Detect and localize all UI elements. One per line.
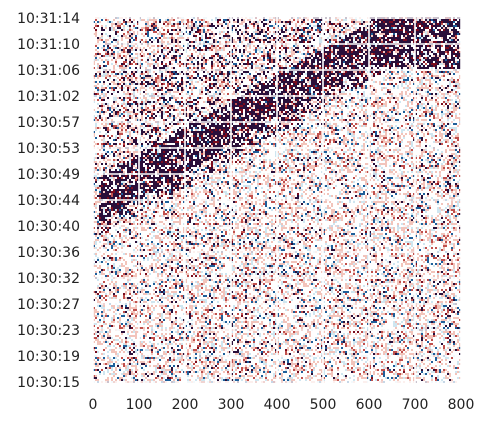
y-tick-label: 10:30:44 [17, 193, 80, 209]
x-tick-label: 300 [218, 397, 245, 413]
y-tick-label: 10:30:40 [17, 219, 80, 235]
x-tick-label: 700 [402, 397, 429, 413]
y-tick-label: 10:31:06 [17, 63, 80, 79]
x-tick-label: 100 [126, 397, 153, 413]
x-tick-label: 200 [172, 397, 199, 413]
x-tick-label: 400 [264, 397, 291, 413]
y-tick-label: 10:30:27 [17, 297, 80, 313]
x-axis-tick-labels: 0 100 200 300 400 500 600 700 800 [89, 397, 475, 413]
y-tick-label: 10:31:10 [17, 37, 80, 53]
y-tick-label: 10:31:02 [17, 89, 80, 105]
y-tick-label: 10:30:19 [17, 349, 80, 365]
x-tick-label: 800 [448, 397, 475, 413]
x-tick-label: 500 [310, 397, 337, 413]
y-tick-label: 10:30:15 [17, 375, 80, 391]
grid-lines [92, 17, 462, 383]
y-tick-label: 10:30:57 [17, 115, 80, 131]
x-tick-label: 0 [89, 397, 98, 413]
y-tick-label: 10:30:49 [17, 167, 80, 183]
y-tick-label: 10:30:36 [17, 245, 80, 261]
y-tick-label: 10:30:53 [17, 141, 80, 157]
y-axis-tick-labels: 10:31:14 10:31:10 10:31:06 10:31:02 10:30:57… [17, 11, 80, 391]
x-tick-label: 600 [356, 397, 383, 413]
y-tick-label: 10:30:32 [17, 271, 80, 287]
y-tick-label: 10:31:14 [17, 11, 80, 27]
y-tick-label: 10:30:23 [17, 323, 80, 339]
